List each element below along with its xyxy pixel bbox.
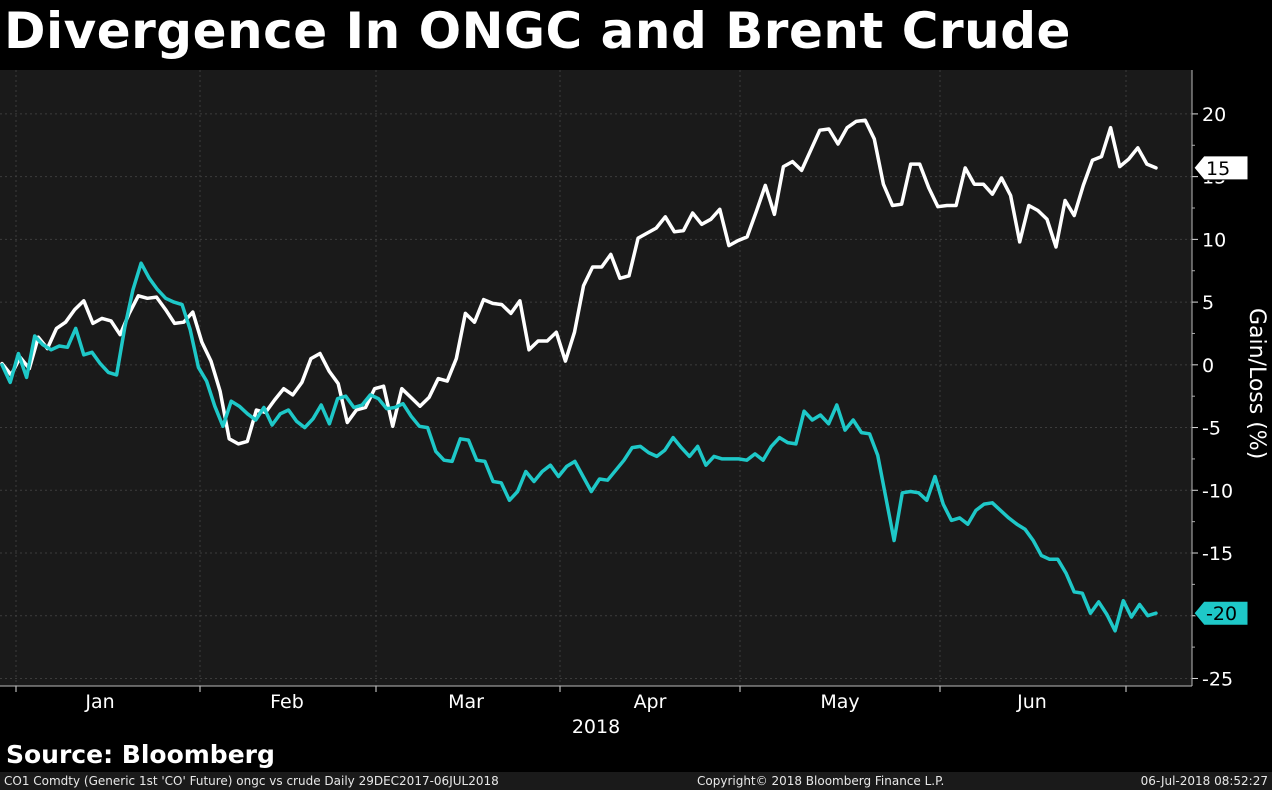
plot-background — [0, 70, 1192, 686]
x-tick-label: May — [820, 691, 859, 713]
footer-bar: CO1 Comdty (Generic 1st 'CO' Future) ong… — [0, 772, 1272, 790]
y-tick-label: 20 — [1202, 104, 1226, 126]
chart-area: 20 15 10 5 0 -5 -10 -15 -20 -25 Jan Feb Mar Apr May Jun… — [0, 70, 1272, 738]
x-tick-label: Jan — [84, 691, 114, 713]
footer-series-info: CO1 Comdty (Generic 1st 'CO' Future) ong… — [4, 774, 499, 788]
last-value-label-brent: 15 — [1206, 158, 1230, 180]
x-tick-label: Feb — [270, 691, 304, 713]
y-tick-label: -5 — [1202, 418, 1221, 440]
x-axis-label: 2018 — [572, 716, 620, 738]
last-value-label-ongc: -20 — [1206, 603, 1237, 625]
source-label: Source: Bloomberg — [6, 740, 275, 769]
footer-copyright: Copyright© 2018 Bloomberg Finance L.P. — [697, 774, 945, 788]
y-tick-label: 0 — [1202, 355, 1214, 377]
series-line-brent — [0, 118, 1158, 446]
title-bar: Divergence In ONGC and Brent Crude — [0, 0, 1272, 70]
series-line-ongc — [0, 261, 1158, 633]
y-tick-label: -15 — [1202, 543, 1233, 565]
last-value-tag-ongc — [1193, 600, 1249, 626]
chart-title: Divergence In ONGC and Brent Crude — [4, 2, 1071, 60]
y-tick-label: 5 — [1202, 292, 1214, 314]
footer-timestamp: 06-Jul-2018 08:52:27 — [1140, 774, 1268, 788]
y-tick-label: 10 — [1202, 229, 1226, 251]
y-axis-title: Gain/Loss (%) — [1244, 308, 1269, 459]
x-tick-label: Mar — [448, 691, 484, 713]
y-tick-label: -10 — [1202, 480, 1233, 502]
x-tick-label: Jun — [1016, 691, 1047, 713]
last-value-tag-brent — [1193, 155, 1249, 181]
x-tick-label: Apr — [634, 691, 667, 713]
y-tick-label: -25 — [1202, 668, 1233, 690]
source-bar: Source: Bloomberg — [0, 738, 1272, 772]
